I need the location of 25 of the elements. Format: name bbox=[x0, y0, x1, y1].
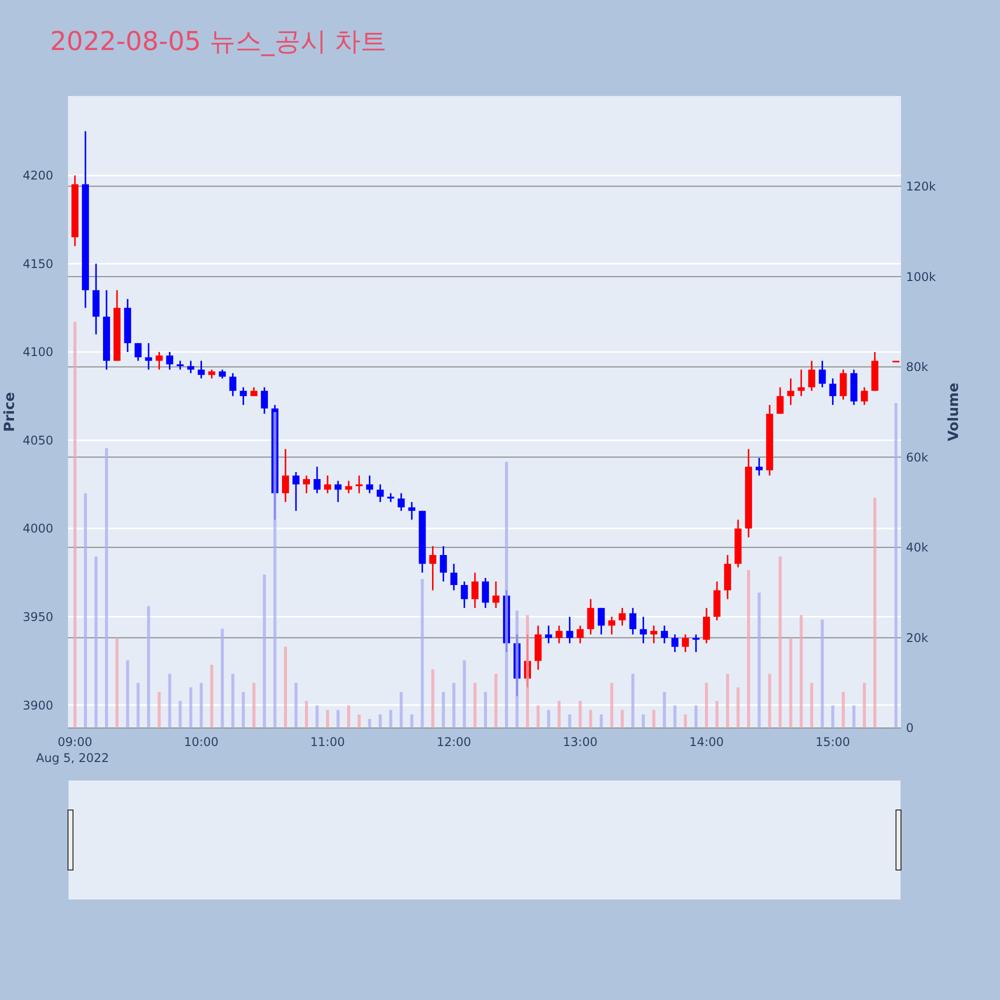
y-tick-label: 4200 bbox=[22, 168, 54, 183]
y2-tick-label: 60k bbox=[906, 450, 928, 464]
y2-tick-label: 40k bbox=[906, 540, 928, 555]
chart-title: 2022-08-05 뉴스_공시 차트 bbox=[50, 27, 387, 57]
x-tick-label: 13:00 bbox=[562, 735, 598, 749]
y-tick-label: 3900 bbox=[22, 698, 54, 712]
y-tick-label: 4050 bbox=[22, 433, 54, 448]
x-tick-label: 11:00 bbox=[310, 735, 345, 749]
x-tick-label: 09:00 bbox=[58, 735, 92, 749]
y2-axis-title: Volume bbox=[946, 382, 962, 442]
y-tick-label: 4000 bbox=[22, 522, 54, 536]
y-tick-label: 4100 bbox=[22, 345, 54, 360]
x-tick-label: 10:00 bbox=[184, 735, 219, 749]
y2-tick-label: 100k bbox=[906, 270, 936, 284]
y2-tick-label: 120k bbox=[906, 179, 936, 194]
x-tick-label: 15:00 bbox=[815, 735, 850, 749]
x-tick-label: 12:00 bbox=[436, 735, 472, 749]
y-axis-title: Price bbox=[2, 392, 18, 432]
y-tick-label: 3950 bbox=[22, 610, 54, 624]
x-tick-label: 14:00 bbox=[689, 735, 724, 749]
y2-tick-label: 20k bbox=[906, 630, 928, 645]
y-tick-label: 4150 bbox=[22, 256, 54, 271]
y2-tick-label: 80k bbox=[906, 360, 928, 374]
text: Aug 5, 2022 bbox=[36, 751, 110, 765]
y2-tick-label: 0 bbox=[906, 721, 914, 736]
